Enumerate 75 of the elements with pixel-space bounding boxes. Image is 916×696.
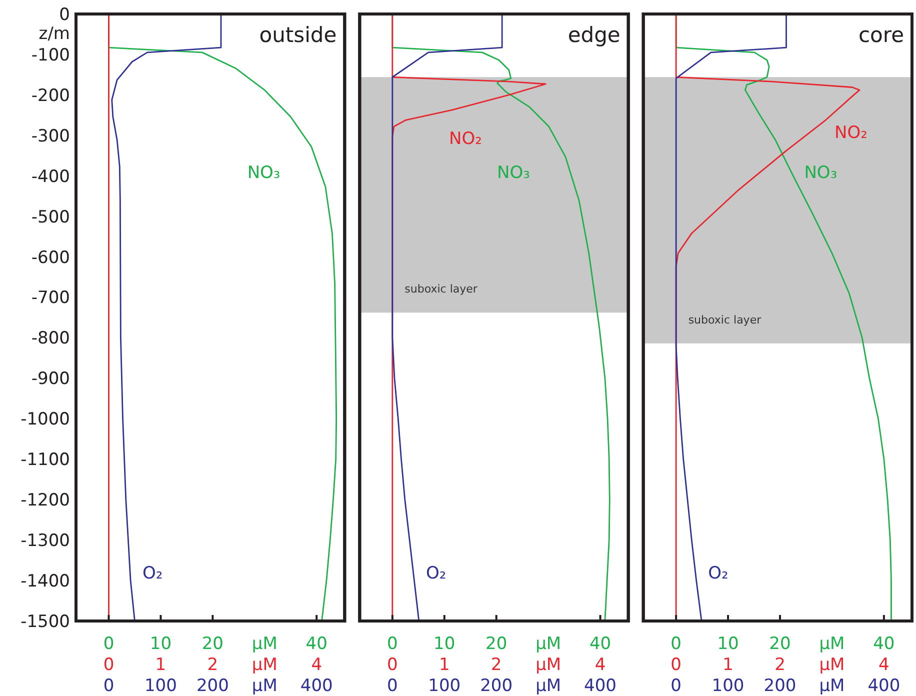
- x-axis-title: μM: [819, 634, 845, 654]
- y-tick-label: -1500: [20, 612, 70, 632]
- x2-axis-title: μM: [819, 655, 845, 675]
- band-label: suboxic layer: [404, 282, 478, 296]
- x-tick-label: 100: [144, 676, 177, 696]
- x2-tick-label: 0: [670, 655, 682, 675]
- x-tick-label: 400: [868, 676, 900, 696]
- x2-axis-title: μM: [536, 655, 562, 675]
- chart-title: outside: [259, 23, 337, 47]
- x-tick-label: 10: [150, 634, 172, 654]
- chart-title: core: [858, 23, 904, 47]
- x-tick-label: 0: [670, 676, 682, 696]
- x2-tick-label: 2: [207, 655, 218, 675]
- y-tick-label: -1200: [20, 490, 70, 511]
- y-tick-label: -1000: [20, 410, 70, 430]
- x-tick-label: 0: [103, 634, 114, 654]
- series-label: NO₃: [804, 162, 838, 183]
- x-tick-label: 20: [486, 634, 508, 654]
- series-label: NO₂: [449, 129, 482, 150]
- x-tick-label: 40: [589, 634, 612, 654]
- x-tick-label: 0: [103, 676, 114, 696]
- x-tick-label: 0: [670, 634, 682, 654]
- x-tick-label: 20: [769, 634, 791, 654]
- x-tick-label: 0: [386, 676, 398, 696]
- y-tick-label: -700: [31, 288, 70, 308]
- x-tick-label: 40: [873, 634, 895, 654]
- x2-tick-label: 0: [386, 655, 398, 675]
- x-tick-label: 100: [428, 676, 461, 696]
- x2-tick-label: 2: [490, 655, 502, 675]
- y-tick-label: -500: [31, 207, 70, 228]
- x-tick-label: 100: [712, 676, 744, 696]
- y-tick-label: 0: [59, 4, 70, 25]
- x2-axis-title: μM: [252, 655, 278, 675]
- x-tick-label: 200: [480, 676, 513, 696]
- x2-tick-label: 1: [155, 655, 166, 675]
- x-tick-label: 200: [196, 676, 229, 696]
- y-tick-label: -200: [31, 86, 70, 106]
- x-tick-label: 400: [300, 676, 333, 696]
- y-tick-label: -800: [31, 328, 70, 349]
- text: NO₃: [497, 162, 530, 183]
- series-label: O₂: [142, 564, 163, 584]
- y-tick-label: -300: [31, 126, 70, 146]
- x-tick-label: 10: [434, 634, 456, 654]
- text: NO₃: [247, 162, 280, 183]
- series-label: NO₂: [834, 123, 868, 144]
- x-tick-label: 200: [764, 676, 796, 696]
- x2-tick-label: 2: [774, 655, 786, 675]
- x2-tick-label: 0: [103, 655, 114, 675]
- x-axis-title: μM: [252, 634, 278, 654]
- x-axis-title: μM: [536, 676, 562, 696]
- band-label: suboxic layer: [688, 313, 762, 326]
- y-axis-title: z/m: [38, 24, 70, 44]
- x-axis-title: μM: [252, 676, 278, 696]
- y-tick-label: -400: [31, 166, 70, 187]
- y-tick-label: -1300: [20, 531, 70, 552]
- x-tick-label: 20: [202, 634, 224, 654]
- x2-tick-label: 1: [722, 655, 734, 675]
- x2-tick-label: 1: [438, 655, 450, 675]
- series-label: O₂: [708, 564, 728, 584]
- y-tick-label: -1100: [20, 450, 70, 470]
- x2-tick-label: 4: [594, 655, 606, 675]
- x-tick-label: 10: [717, 634, 739, 654]
- y-tick-label: -100: [31, 45, 70, 66]
- x-tick-label: 40: [306, 634, 328, 654]
- y-tick-label: -1400: [20, 571, 70, 592]
- x-axis-title: μM: [819, 676, 845, 696]
- x-axis-title: μM: [536, 634, 562, 654]
- chart-title: edge: [568, 23, 620, 47]
- y-tick-label: -600: [31, 248, 70, 268]
- x2-tick-label: 4: [311, 655, 322, 675]
- y-tick-label: -900: [31, 369, 70, 390]
- x2-tick-label: 4: [878, 655, 890, 675]
- x-tick-label: 0: [386, 634, 398, 654]
- x-tick-label: 400: [584, 676, 616, 696]
- series-label: O₂: [426, 564, 446, 584]
